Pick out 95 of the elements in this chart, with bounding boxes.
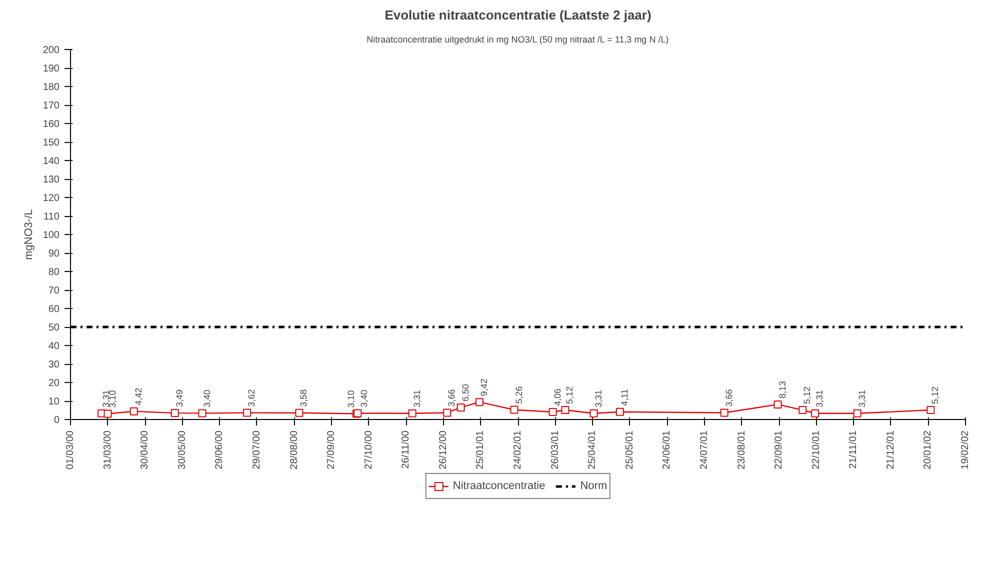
y-tick-label: 130 — [42, 174, 60, 186]
data-label: 3,40 — [202, 390, 212, 408]
chart-subtitle: Nitraatconcentratie uitgedrukt in mg NO3/L (50 mg nitraat /L = 11,3 mg N /L) — [366, 34, 669, 44]
data-label: 5,12 — [930, 386, 940, 404]
x-tick-label: 30/05/00 — [176, 430, 188, 470]
point — [616, 408, 624, 416]
y-tick-label: 10 — [48, 396, 60, 408]
data-label: 3,62 — [246, 389, 257, 407]
data-label: 3,31 — [814, 390, 825, 408]
data-label: 9,42 — [478, 378, 489, 396]
data-label: 3,31 — [856, 390, 867, 408]
x-tick-label: 24/06/01 — [662, 430, 673, 470]
data-label: 5,12 — [802, 386, 812, 404]
x-tick-label: 24/02/01 — [512, 430, 524, 470]
data-label: 3,31 — [101, 390, 112, 408]
data-label: 3,40 — [359, 390, 370, 408]
x-tick-label: 26/12/00 — [438, 430, 449, 470]
point — [811, 409, 820, 418]
data-label: 4,42 — [133, 388, 144, 406]
legend-label: Norm — [580, 480, 608, 492]
point — [443, 408, 452, 417]
point — [104, 410, 112, 418]
y-tick-label: 100 — [42, 230, 60, 241]
point — [243, 408, 252, 417]
data-label: 3,31 — [593, 390, 604, 408]
data-label: 4,06 — [552, 388, 562, 406]
y-tick-label: 50 — [48, 322, 60, 334]
point — [475, 398, 484, 406]
y-axis-title: mgNO3-/L — [22, 209, 35, 260]
x-tick-label: 24/07/01 — [698, 430, 710, 470]
x-tick-label: 26/11/00 — [400, 430, 412, 469]
data-label: 3,66 — [446, 389, 457, 407]
point — [548, 408, 557, 416]
point — [408, 409, 416, 418]
y-tick-label: 20 — [48, 378, 60, 389]
data-label: 3,66 — [724, 389, 734, 407]
legend-label: Nitraatconcentratie — [452, 480, 546, 492]
data-label: 3,58 — [298, 389, 309, 407]
x-tick-label: 25/05/01 — [624, 430, 636, 470]
y-tick-label: 30 — [48, 360, 60, 370]
x-tick-label: 26/03/01 — [550, 430, 561, 470]
point — [798, 406, 807, 414]
x-tick-label: 21/12/01 — [885, 430, 896, 470]
point — [590, 409, 598, 418]
x-tick-label: 28/08/00 — [288, 430, 300, 470]
x-tick-label: 29/07/00 — [251, 430, 262, 470]
data-label: 5,26 — [514, 386, 524, 404]
x-tick-label: 22/10/01 — [810, 430, 822, 470]
point — [926, 406, 935, 414]
data-label: 6,50 — [460, 384, 470, 402]
data-label: 8,13 — [777, 380, 788, 398]
point — [170, 409, 179, 418]
point — [456, 403, 465, 412]
y-tick-label: 140 — [42, 156, 60, 167]
x-tick-label: 25/01/01 — [475, 430, 486, 470]
data-label: 3,10 — [346, 390, 356, 408]
y-tick-label: 40 — [48, 341, 60, 352]
y-tick-label: 70 — [48, 286, 60, 296]
x-tick-label: 27/10/00 — [363, 430, 374, 470]
x-tick-label: 25/04/01 — [587, 430, 598, 470]
data-label: 5,12 — [564, 386, 575, 404]
point — [295, 408, 304, 417]
point — [198, 409, 206, 418]
y-tick-label: 190 — [42, 64, 60, 74]
x-tick-label: 21/11/01 — [848, 430, 860, 469]
y-tick-label: 170 — [42, 100, 60, 112]
x-tick-label: 19/02/02 — [960, 430, 971, 470]
y-tick-label: 110 — [44, 212, 60, 222]
y-tick-label: 80 — [48, 267, 60, 278]
x-tick-label: 30/04/00 — [140, 430, 151, 470]
x-tick-label: 23/08/01 — [736, 430, 748, 470]
x-tick-label: 29/06/00 — [214, 430, 226, 470]
data-label: 3,49 — [174, 390, 184, 408]
y-tick-label: 120 — [42, 193, 60, 204]
data-label: 4,11 — [619, 389, 630, 406]
point — [774, 400, 782, 408]
x-tick-label: 20/01/02 — [922, 430, 934, 470]
y-tick-label: 60 — [48, 304, 60, 315]
x-tick-label: 01/03/00 — [65, 430, 76, 470]
point — [130, 407, 138, 416]
y-tick-label: 0 — [54, 415, 60, 426]
y-tick-label: 180 — [42, 82, 60, 93]
y-tick-label: 160 — [42, 119, 60, 130]
x-tick-label: 27/09/00 — [326, 430, 338, 470]
point — [561, 406, 570, 414]
x-tick-label: 31/03/00 — [102, 430, 114, 470]
point — [853, 409, 862, 418]
data-label: 3,31 — [412, 390, 422, 408]
y-tick-label: 150 — [42, 138, 60, 148]
chart-title: Evolutie nitraatconcentratie (Laatste 2 jaar) — [384, 8, 652, 22]
point — [510, 406, 518, 414]
x-tick-label: 22/09/01 — [774, 430, 785, 470]
y-tick-label: 200 — [42, 45, 60, 56]
point — [720, 408, 728, 417]
y-tick-label: 90 — [48, 248, 60, 260]
